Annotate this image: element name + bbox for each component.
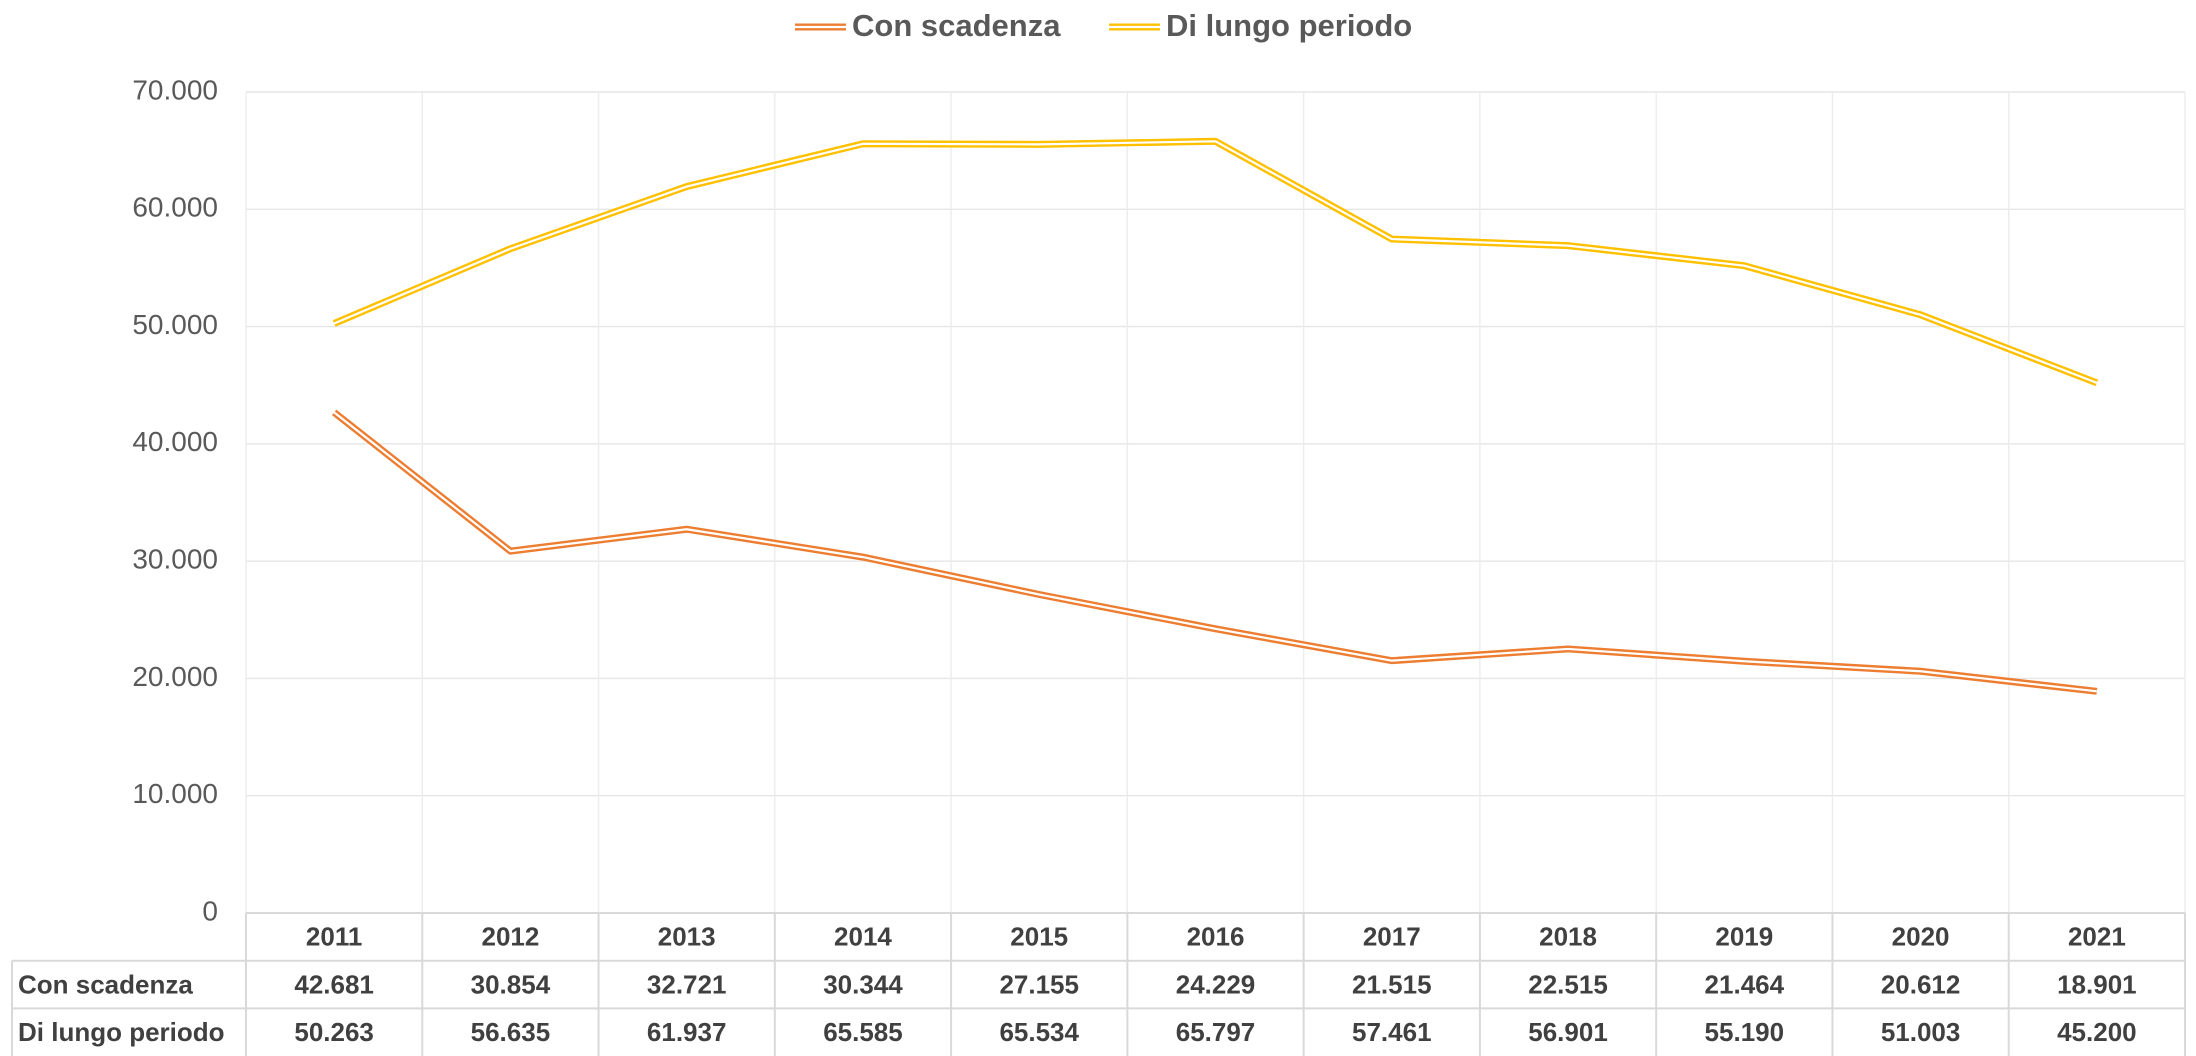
line-inner	[333, 411, 2097, 693]
y-tick-label: 50.000	[132, 309, 218, 340]
y-tick-label: 70.000	[132, 74, 218, 105]
data-label: 51.003	[1881, 1017, 1961, 1047]
data-label: 21.515	[1352, 969, 1432, 999]
data-label: 55.190	[1705, 1017, 1785, 1047]
data-label: 30.854	[471, 969, 551, 999]
y-tick-label: 10.000	[132, 778, 218, 809]
data-label: 30.344	[823, 969, 903, 999]
x-tick-label: 2018	[1539, 922, 1597, 952]
data-label: 61.937	[647, 1017, 727, 1047]
x-tick-label: 2016	[1187, 922, 1245, 952]
row-label: Con scadenza	[18, 969, 193, 999]
x-tick-label: 2012	[481, 922, 539, 952]
line-inner	[333, 140, 2098, 384]
y-tick-label: 20.000	[132, 661, 218, 692]
data-label: 45.200	[2057, 1017, 2137, 1047]
x-tick-label: 2013	[658, 922, 716, 952]
legend-label: Con scadenza	[852, 8, 1061, 43]
data-label: 21.464	[1705, 969, 1785, 999]
data-label: 42.681	[294, 969, 374, 999]
y-tick-label: 30.000	[132, 544, 218, 575]
data-label: 24.229	[1176, 969, 1256, 999]
row-label: Di lungo periodo	[18, 1017, 225, 1047]
legend-label: Di lungo periodo	[1166, 8, 1412, 43]
y-tick-label: 40.000	[132, 426, 218, 457]
data-label: 65.534	[999, 1017, 1079, 1047]
x-tick-label: 2019	[1715, 922, 1773, 952]
data-label: 65.797	[1176, 1017, 1256, 1047]
data-label: 50.263	[294, 1017, 374, 1047]
data-label: 20.612	[1881, 969, 1961, 999]
y-tick-label: 60.000	[132, 192, 218, 223]
data-label: 22.515	[1528, 969, 1608, 999]
x-tick-label: 2020	[1892, 922, 1950, 952]
x-tick-label: 2017	[1363, 922, 1421, 952]
y-tick-label: 0	[202, 895, 218, 926]
data-label: 18.901	[2057, 969, 2137, 999]
data-label: 56.901	[1528, 1017, 1608, 1047]
data-label: 57.461	[1352, 1017, 1432, 1047]
data-label: 32.721	[647, 969, 727, 999]
x-tick-label: 2015	[1010, 922, 1068, 952]
x-tick-label: 2021	[2068, 922, 2126, 952]
data-label: 65.585	[823, 1017, 903, 1047]
x-tick-label: 2014	[834, 922, 892, 952]
data-label: 27.155	[999, 969, 1079, 999]
x-tick-label: 2011	[306, 922, 362, 952]
data-label: 56.635	[471, 1017, 551, 1047]
